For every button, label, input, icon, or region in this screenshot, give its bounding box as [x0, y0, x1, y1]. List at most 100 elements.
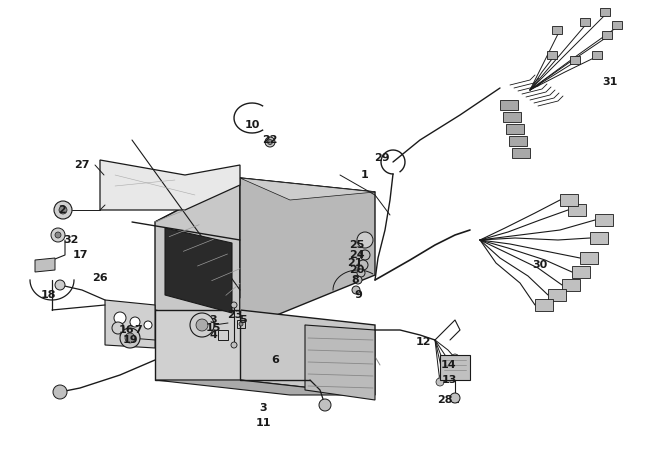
Text: 20: 20	[349, 265, 365, 275]
Text: 5: 5	[239, 315, 247, 325]
Polygon shape	[602, 31, 612, 39]
Circle shape	[354, 276, 362, 284]
Circle shape	[357, 269, 365, 277]
Circle shape	[125, 333, 135, 343]
Polygon shape	[600, 8, 610, 16]
Text: 7: 7	[134, 325, 142, 335]
Text: 17: 17	[72, 250, 88, 260]
Polygon shape	[155, 178, 375, 236]
Text: 2: 2	[58, 205, 66, 215]
Polygon shape	[503, 112, 521, 122]
Polygon shape	[580, 252, 598, 264]
Circle shape	[319, 399, 331, 411]
Text: 13: 13	[441, 375, 457, 385]
Polygon shape	[568, 204, 586, 216]
Polygon shape	[592, 51, 602, 59]
Polygon shape	[590, 232, 608, 244]
Text: 14: 14	[441, 360, 457, 370]
Circle shape	[265, 137, 275, 147]
Circle shape	[360, 250, 370, 260]
Circle shape	[54, 201, 72, 219]
Text: 10: 10	[244, 120, 260, 130]
Circle shape	[239, 322, 243, 326]
Circle shape	[120, 328, 140, 348]
Text: 18: 18	[40, 290, 56, 300]
Text: 29: 29	[374, 153, 390, 163]
Circle shape	[450, 393, 460, 403]
Text: 12: 12	[415, 337, 431, 347]
Polygon shape	[155, 178, 240, 330]
Polygon shape	[562, 279, 580, 291]
Polygon shape	[240, 178, 375, 200]
Text: 31: 31	[603, 77, 618, 87]
Text: 27: 27	[74, 160, 90, 170]
Circle shape	[442, 368, 450, 376]
Text: 8: 8	[351, 275, 359, 285]
Polygon shape	[560, 194, 578, 206]
Circle shape	[352, 286, 360, 294]
Circle shape	[59, 206, 67, 214]
Text: 1: 1	[361, 170, 369, 180]
Polygon shape	[305, 325, 375, 400]
Polygon shape	[155, 310, 240, 380]
Text: 32: 32	[63, 235, 79, 245]
Text: 26: 26	[92, 273, 108, 283]
Polygon shape	[506, 124, 524, 134]
Text: 24: 24	[349, 250, 365, 260]
Text: 19: 19	[122, 335, 138, 345]
Circle shape	[451, 354, 459, 362]
Text: 25: 25	[349, 240, 365, 250]
Polygon shape	[572, 266, 590, 278]
Circle shape	[446, 361, 454, 369]
Polygon shape	[165, 228, 232, 313]
Circle shape	[130, 317, 140, 327]
Text: 28: 28	[437, 395, 453, 405]
Text: 3: 3	[209, 315, 217, 325]
Circle shape	[51, 228, 65, 242]
Polygon shape	[440, 355, 470, 380]
Text: 30: 30	[532, 260, 547, 270]
Text: 3: 3	[259, 403, 266, 413]
Circle shape	[144, 321, 152, 329]
Polygon shape	[240, 310, 375, 395]
Circle shape	[112, 322, 124, 334]
Polygon shape	[509, 136, 527, 146]
Circle shape	[114, 312, 126, 324]
Circle shape	[190, 313, 214, 337]
Polygon shape	[580, 18, 590, 26]
Text: 6: 6	[271, 355, 279, 365]
Circle shape	[55, 232, 61, 238]
Circle shape	[196, 319, 208, 331]
Circle shape	[436, 378, 444, 386]
Circle shape	[231, 342, 237, 348]
Text: 23: 23	[227, 310, 242, 320]
Polygon shape	[512, 148, 530, 158]
Polygon shape	[105, 300, 155, 348]
Polygon shape	[535, 299, 553, 311]
Circle shape	[55, 280, 65, 290]
Text: 21: 21	[347, 258, 363, 268]
Polygon shape	[547, 51, 557, 59]
Circle shape	[439, 374, 447, 382]
Polygon shape	[35, 258, 55, 272]
Polygon shape	[155, 380, 375, 395]
Text: 16: 16	[118, 325, 134, 335]
Text: 11: 11	[255, 418, 271, 428]
Polygon shape	[595, 214, 613, 226]
Polygon shape	[612, 21, 622, 29]
Polygon shape	[100, 160, 240, 210]
Text: 15: 15	[205, 323, 221, 333]
Polygon shape	[548, 289, 566, 301]
Text: 4: 4	[209, 330, 217, 340]
Circle shape	[268, 140, 272, 145]
Text: 9: 9	[354, 290, 362, 300]
Circle shape	[357, 232, 373, 248]
Text: 22: 22	[262, 135, 278, 145]
Polygon shape	[240, 178, 375, 330]
Circle shape	[358, 260, 368, 270]
Circle shape	[53, 385, 67, 399]
Polygon shape	[552, 26, 562, 34]
Polygon shape	[500, 100, 518, 110]
Circle shape	[231, 302, 237, 308]
Polygon shape	[570, 56, 580, 64]
